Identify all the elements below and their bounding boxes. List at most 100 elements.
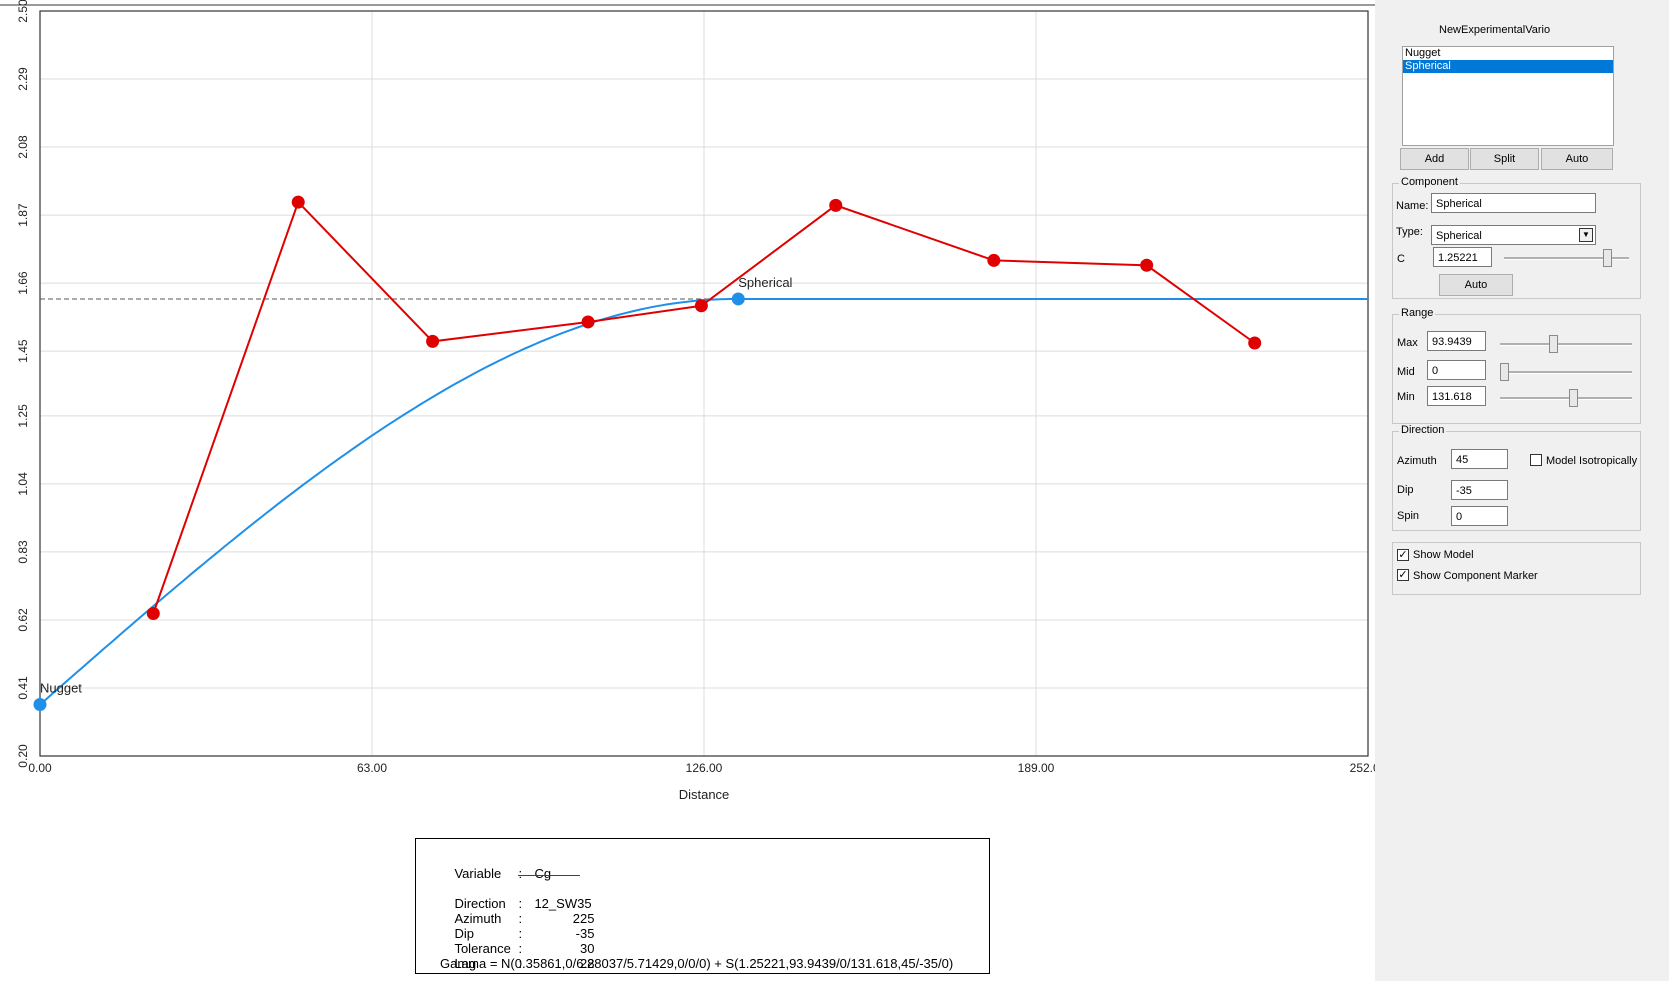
experimental-point	[146, 606, 160, 620]
component-auto-button[interactable]: Auto	[1439, 274, 1513, 296]
legend-colon: :	[518, 941, 523, 956]
legend-series-line	[518, 875, 580, 876]
component-list[interactable]: Nugget Spherical	[1402, 46, 1614, 146]
mid-slider-thumb[interactable]	[1500, 363, 1509, 381]
chevron-down-icon[interactable]: ▼	[1579, 228, 1593, 242]
experimental-point	[694, 299, 708, 313]
x-tick-label: 252.00	[1350, 761, 1375, 775]
y-tick-label: 1.45	[16, 339, 30, 363]
y-tick-label: 0.83	[16, 540, 30, 564]
component-group-title: Component	[1399, 176, 1460, 188]
auto-fit-button[interactable]: Auto	[1541, 148, 1613, 170]
variogram-legend: Variable: Cg Direction:12_SW35 Azimuth:22…	[415, 838, 990, 974]
split-button[interactable]: Split	[1470, 148, 1539, 170]
y-tick-label: 0.41	[16, 676, 30, 700]
c-value-input[interactable]: 1.25221	[1433, 247, 1492, 267]
component-marker	[731, 292, 745, 306]
y-tick-label: 0.20	[16, 744, 30, 768]
direction-group-title: Direction	[1399, 424, 1447, 436]
model-isotropically-label: Model Isotropically	[1546, 455, 1638, 467]
experimental-point	[829, 198, 843, 212]
show-model-label: Show Model	[1413, 549, 1474, 561]
legend-variable-value: Cg	[534, 866, 552, 881]
x-tick-label: 189.00	[1018, 761, 1055, 775]
azimuth-input[interactable]: 45	[1451, 449, 1508, 469]
y-tick-label: 2.50	[16, 0, 30, 23]
range-group-title: Range	[1399, 307, 1436, 319]
direction-group: Direction	[1392, 424, 1641, 531]
y-tick-label: 2.08	[16, 135, 30, 159]
component-group: Component	[1392, 176, 1641, 299]
plot-frame	[39, 10, 1369, 757]
plot-area: 0.20 0.41 0.62 0.83 1.04 1.25 1.45 1.66 1.87 2.08…	[0, 0, 1375, 802]
legend-lag-value: 28	[579, 956, 595, 971]
spin-label: Spin	[1397, 510, 1420, 522]
min-slider-thumb[interactable]	[1568, 389, 1578, 407]
legend-tolerance-value: 30	[579, 941, 595, 956]
legend-dip-key: Dip	[454, 926, 474, 941]
variogram-chart: 0.20 0.41 0.62 0.83 1.04 1.25 1.45 1.66 1.87 2.08…	[0, 0, 1375, 802]
x-tick-label: 126.00	[686, 761, 723, 775]
c-slider-track[interactable]	[1504, 257, 1629, 260]
legend-azimuth-row: Azimuth: 225	[440, 896, 594, 941]
legend-colon: :	[518, 866, 523, 881]
dip-label: Dip	[1397, 484, 1414, 496]
show-model-checkbox[interactable]: ✓	[1397, 549, 1409, 561]
legend-colon: :	[518, 896, 523, 911]
y-tick-label: 2.29	[16, 67, 30, 91]
component-marker-label: Spherical	[738, 275, 792, 290]
x-tick-label: 0.00	[28, 761, 52, 775]
legend-gamma-row: Gamma = N(0.35861,0/6.28037/5.71429,0/0/…	[440, 956, 954, 971]
component-marker	[33, 697, 47, 711]
y-tick-label: 1.66	[16, 271, 30, 295]
name-label: Name:	[1396, 200, 1429, 212]
legend-dip-row: Dip: -35	[440, 911, 594, 956]
legend-direction-key: Direction	[454, 896, 506, 911]
component-type-select[interactable]: Spherical ▼	[1431, 225, 1596, 245]
legend-direction-row: Direction:12_SW35	[440, 881, 591, 926]
dip-input[interactable]: -35	[1451, 480, 1508, 500]
legend-dip-value: -35	[575, 926, 595, 941]
experimental-point	[426, 334, 440, 348]
x-tick-label: 63.00	[357, 761, 387, 775]
x-axis-title: Distance	[679, 787, 730, 802]
range-min-input[interactable]: 131.618	[1427, 386, 1486, 406]
list-item-nugget[interactable]: Nugget	[1405, 47, 1441, 59]
list-item-spherical[interactable]: Spherical	[1403, 60, 1613, 73]
c-slider-thumb[interactable]	[1602, 249, 1612, 267]
add-button[interactable]: Add	[1400, 148, 1469, 170]
experimental-point	[1248, 336, 1262, 350]
max-slider-thumb[interactable]	[1549, 335, 1559, 353]
c-label: C	[1397, 253, 1405, 265]
mid-label: Mid	[1397, 366, 1415, 378]
range-group: Range	[1392, 307, 1641, 424]
max-label: Max	[1397, 337, 1418, 349]
model-isotropically-checkbox[interactable]	[1530, 454, 1542, 466]
mid-slider-track[interactable]	[1500, 371, 1632, 374]
legend-azimuth-key: Azimuth	[454, 911, 502, 926]
legend-colon: :	[518, 926, 523, 941]
azimuth-label: Azimuth	[1397, 455, 1437, 467]
spin-input[interactable]: 0	[1451, 506, 1508, 526]
legend-colon: :	[518, 911, 523, 926]
range-mid-input[interactable]: 0	[1427, 360, 1486, 380]
component-type-value: Spherical	[1436, 230, 1482, 242]
panel-title: NewExperimentalVario	[1439, 24, 1551, 36]
type-label: Type:	[1396, 226, 1423, 238]
min-slider-track[interactable]	[1500, 397, 1632, 400]
legend-lag-row: Lag: 28	[440, 941, 594, 986]
legend-colon: :	[518, 956, 523, 971]
legend-variable-key: Variable	[454, 866, 502, 881]
y-tick-label: 0.62	[16, 608, 30, 632]
show-component-marker-checkbox[interactable]: ✓	[1397, 569, 1409, 581]
display-options-group	[1392, 542, 1641, 595]
range-max-input[interactable]: 93.9439	[1427, 331, 1486, 351]
component-name-input[interactable]: Spherical	[1431, 193, 1596, 213]
experimental-point	[987, 253, 1001, 267]
experimental-point	[1140, 258, 1154, 272]
y-tick-label: 1.25	[16, 404, 30, 428]
min-label: Min	[1397, 391, 1415, 403]
max-slider-track[interactable]	[1500, 343, 1632, 346]
experimental-point	[581, 315, 595, 329]
legend-lag-key: Lag	[454, 956, 477, 971]
